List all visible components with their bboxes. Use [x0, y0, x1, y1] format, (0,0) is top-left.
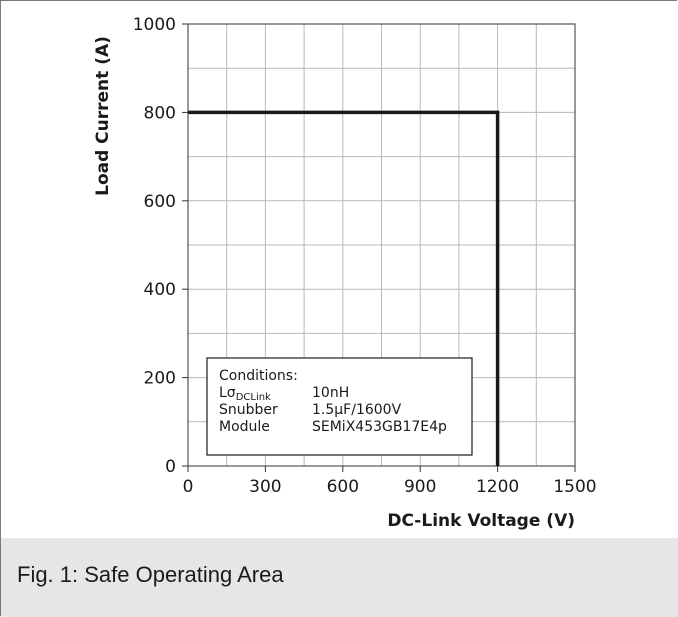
caption-bar: Fig. 1: Safe Operating Area	[1, 538, 678, 617]
conditions-box-border	[206, 357, 473, 456]
figure-caption: Fig. 1: Safe Operating Area	[17, 562, 284, 587]
condition-label-module: Module	[219, 419, 270, 435]
condition-label-lsigma: LσDCLink	[219, 385, 271, 403]
soa-boundary-line	[188, 110, 500, 466]
condition-value-module: SEMiX453GB17E4p	[312, 419, 447, 435]
tick-labels: 0 300 600 900 1200 1500 0 200 400 600 800 1000	[133, 15, 597, 497]
y-tick-label: 200	[144, 369, 176, 389]
condition-value-lsigma: 10nH	[312, 385, 349, 401]
x-tick-label: 1200	[476, 477, 519, 497]
plot-frame	[187, 23, 576, 467]
x-axis-title: DC-Link Voltage (V)	[387, 511, 575, 531]
conditions-heading: Conditions:	[219, 368, 298, 384]
axes	[182, 23, 576, 472]
x-tick-label: 600	[327, 477, 359, 497]
x-tick-label: 1500	[553, 477, 596, 497]
conditions-box: Conditions: LσDCLink 10nH Snubber 1.5µF/…	[206, 357, 473, 456]
y-tick-label: 600	[144, 192, 176, 212]
condition-label-snubber: Snubber	[219, 402, 278, 418]
y-tick-label: 400	[144, 280, 176, 300]
y-axis-title: Load Current (A)	[93, 36, 113, 196]
series-layer	[188, 110, 500, 466]
x-tick-label: 0	[183, 477, 194, 497]
soa-chart: 0 300 600 900 1200 1500 0 200 400 600 800 1000 DC-L…	[93, 15, 597, 531]
x-tick-label: 300	[249, 477, 281, 497]
condition-value-snubber: 1.5µF/1600V	[312, 402, 402, 418]
x-tick-label: 900	[404, 477, 436, 497]
y-tick-label: 0	[165, 457, 176, 477]
y-tick-label: 800	[144, 103, 176, 123]
y-tick-label: 1000	[133, 15, 176, 35]
